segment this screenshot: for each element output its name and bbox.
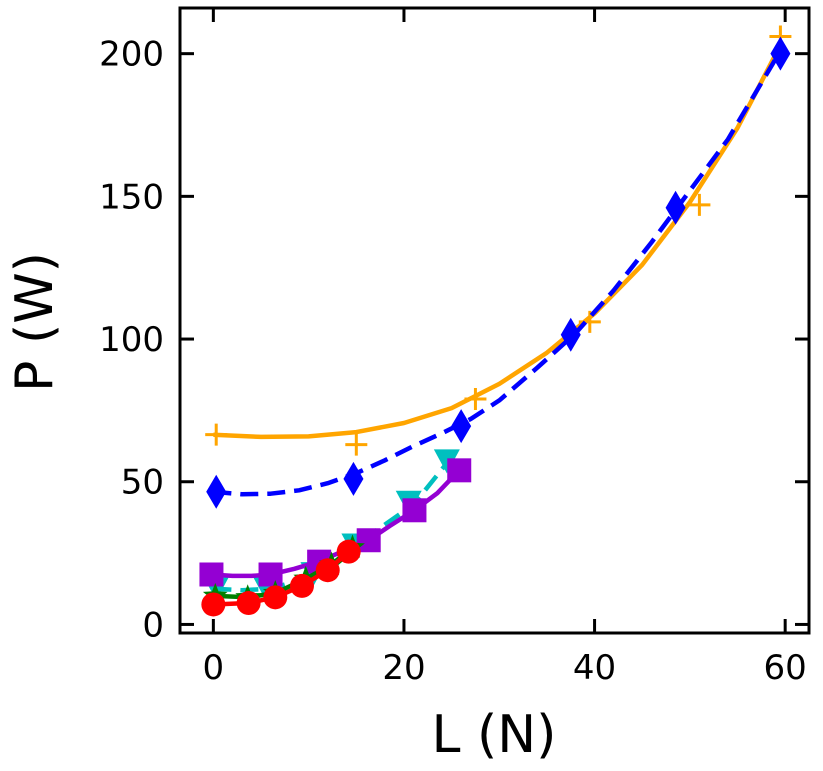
x-tick-label: 20 (382, 648, 425, 688)
data-point-purple-square (258, 562, 283, 587)
y-tick-label: 200 (99, 35, 164, 75)
data-point-purple-square (356, 528, 381, 553)
series-red-circle (201, 539, 361, 617)
data-point-orange-plus (345, 433, 368, 456)
data-point-orange-plus (205, 423, 228, 446)
y-tick-label: 150 (99, 177, 164, 217)
data-point-orange-plus (578, 310, 601, 333)
data-point-red-circle (236, 591, 261, 616)
y-tick-label: 100 (99, 320, 164, 360)
tick-layer: 0 20 40 60 0 50 100 150 200 (99, 8, 809, 688)
data-point-blue-diamond (770, 36, 791, 71)
plot-frame (178, 6, 811, 635)
data-point-cyan-triangle (433, 449, 460, 474)
x-tick-label: 60 (764, 648, 807, 688)
data-point-blue-diamond (451, 409, 472, 444)
data-point-blue-diamond (343, 461, 364, 496)
data-point-red-circle (315, 558, 340, 583)
data-point-purple-square (402, 498, 427, 523)
x-axis-title: L (N) (432, 705, 557, 765)
data-point-orange-plus (464, 387, 487, 410)
series-blue-diamond (206, 36, 791, 509)
series-line-orange-plus (213, 44, 783, 440)
y-tick-label: 0 (142, 605, 164, 645)
data-point-red-circle (263, 585, 288, 610)
data-point-blue-diamond (560, 317, 581, 352)
series-orange-plus (205, 25, 792, 456)
data-point-purple-square (447, 458, 472, 483)
data-point-purple-square (199, 562, 224, 587)
x-tick-label: 0 (203, 648, 225, 688)
data-point-blue-diamond (665, 190, 686, 225)
data-point-red-circle (336, 539, 361, 564)
data-point-red-circle (201, 592, 226, 617)
data-point-red-circle (289, 573, 314, 598)
data-point-blue-diamond (206, 474, 227, 509)
y-axis-title: P (W) (5, 252, 65, 392)
x-tick-label: 40 (573, 648, 616, 688)
data-point-orange-plus (688, 193, 711, 216)
y-tick-label: 50 (121, 463, 164, 503)
series-layer (199, 25, 792, 617)
